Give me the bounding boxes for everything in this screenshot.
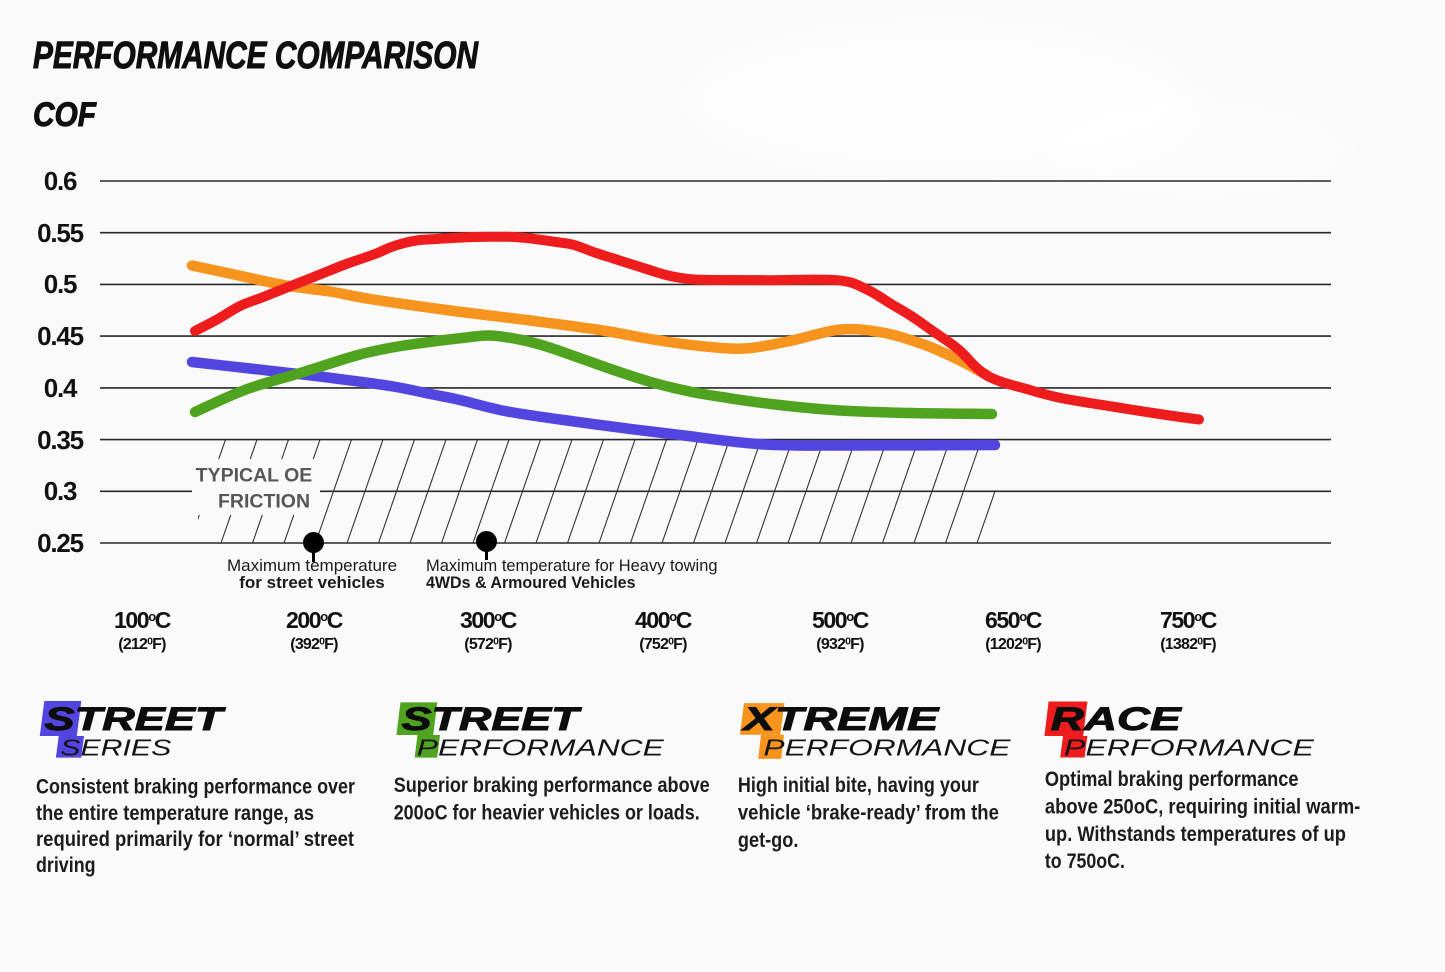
svg-text:0.35: 0.35 [37,425,84,455]
svg-text:required primarily for ‘normal: required primarily for ‘normal’ street [36,828,354,851]
svg-text:200oC: 200oC [286,607,343,633]
svg-text:XTREME: XTREME [741,701,941,737]
svg-text:(5720F): (5720F) [464,636,512,654]
svg-text:STREET: STREET [402,701,582,737]
svg-text:to 750oC.: to 750oC. [1045,850,1125,873]
svg-text:0.45: 0.45 [37,321,84,351]
svg-text:PERFORMANCE: PERFORMANCE [1064,735,1315,761]
svg-text:(13820F): (13820F) [1160,636,1216,654]
svg-text:TYPICAL OE: TYPICAL OE [196,465,313,487]
svg-text:FRICTION: FRICTION [218,491,310,513]
svg-text:(7520F): (7520F) [639,636,687,654]
svg-text:500oC: 500oC [812,607,869,633]
svg-text:driving: driving [36,854,96,877]
svg-text:0.55: 0.55 [37,218,84,248]
svg-text:STREET: STREET [45,701,226,737]
svg-text:0.4: 0.4 [44,373,78,403]
svg-text:High initial bite, having your: High initial bite, having your [738,774,979,797]
svg-text:(9320F): (9320F) [816,636,864,654]
svg-text:PERFORMANCE: PERFORMANCE [763,735,1011,761]
svg-text:get-go.: get-go. [738,829,799,852]
svg-text:400oC: 400oC [635,607,692,633]
svg-text:4WDs & Armoured Vehicles: 4WDs & Armoured Vehicles [426,573,636,592]
svg-text:SERIES: SERIES [60,735,172,761]
svg-text:(2120F): (2120F) [118,636,166,654]
svg-text:Maximum temperature: Maximum temperature [227,556,397,575]
svg-text:0.6: 0.6 [44,166,77,196]
svg-text:Superior braking performance a: Superior braking performance above [394,774,710,797]
svg-text:Optimal braking performance: Optimal braking performance [1045,768,1299,791]
svg-text:PERFORMANCE COMPARISON: PERFORMANCE COMPARISON [33,35,479,77]
svg-text:above 250oC, requiring initial: above 250oC, requiring initial warm- [1045,796,1360,819]
svg-text:200oC for heavier vehicles or: 200oC for heavier vehicles or loads. [394,801,700,824]
svg-text:0.5: 0.5 [44,269,77,299]
svg-text:PERFORMANCE: PERFORMANCE [417,735,665,761]
svg-text:(12020F): (12020F) [985,636,1041,654]
svg-text:for street vehicles: for street vehicles [239,573,385,592]
svg-text:300oC: 300oC [460,607,517,633]
svg-text:RACE: RACE [1051,701,1183,737]
svg-text:Maximum temperature for Heavy: Maximum temperature for Heavy towing [426,556,718,575]
svg-text:COF: COF [33,96,97,134]
svg-text:650oC: 650oC [985,607,1042,633]
svg-text:750oC: 750oC [1160,607,1217,633]
svg-text:vehicle ‘brake-ready’ from the: vehicle ‘brake-ready’ from the [738,801,999,824]
svg-text:0.25: 0.25 [37,528,84,558]
svg-text:Consistent braking performance: Consistent braking performance over [36,776,355,799]
svg-text:the entire temperature range,: the entire temperature range, as [36,802,314,825]
svg-text:(3920F): (3920F) [290,636,338,654]
svg-text:100oC: 100oC [114,607,171,633]
svg-text:up. Withstands temperatures of: up. Withstands temperatures of up [1045,823,1346,846]
svg-text:0.3: 0.3 [44,476,77,506]
